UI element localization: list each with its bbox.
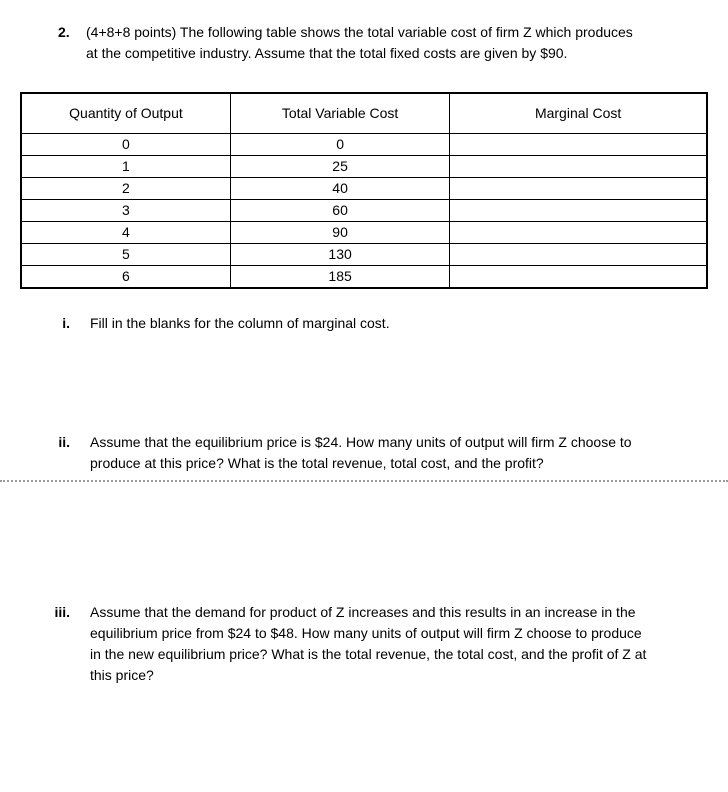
part-ii-text: Assume that the equilibrium price is $24… [90, 432, 650, 474]
cell-quantity: 1 [21, 155, 230, 177]
col-header-quantity: Quantity of Output [21, 93, 230, 133]
part-iii-num: iii. [52, 602, 70, 686]
table-row: 3 60 [21, 199, 707, 221]
table-row: 4 90 [21, 221, 707, 243]
answer-space-ii [20, 474, 708, 586]
cell-quantity: 4 [21, 221, 230, 243]
cell-mc [450, 243, 707, 265]
table-row: 5 130 [21, 243, 707, 265]
part-i: i. Fill in the blanks for the column of … [52, 313, 708, 334]
table-row: 1 25 [21, 155, 707, 177]
part-ii: ii. Assume that the equilibrium price is… [52, 432, 708, 474]
cell-tvc: 0 [230, 133, 449, 155]
part-iii: iii. Assume that the demand for product … [52, 602, 708, 686]
cell-quantity: 0 [21, 133, 230, 155]
cell-quantity: 6 [21, 265, 230, 288]
table-row: 2 40 [21, 177, 707, 199]
col-header-mc: Marginal Cost [450, 93, 707, 133]
cell-mc [450, 221, 707, 243]
question-number: 2. [58, 22, 76, 64]
cell-tvc: 90 [230, 221, 449, 243]
cell-quantity: 2 [21, 177, 230, 199]
table-row: 0 0 [21, 133, 707, 155]
cell-mc [450, 133, 707, 155]
cell-tvc: 130 [230, 243, 449, 265]
part-iii-text: Assume that the demand for product of Z … [90, 602, 650, 686]
part-i-text: Fill in the blanks for the column of mar… [90, 313, 390, 334]
cell-mc [450, 199, 707, 221]
question-header: 2. (4+8+8 points) The following table sh… [58, 22, 708, 64]
table-header-row: Quantity of Output Total Variable Cost M… [21, 93, 707, 133]
table-row: 6 185 [21, 265, 707, 288]
part-i-num: i. [52, 313, 70, 334]
cell-mc [450, 155, 707, 177]
cell-mc [450, 265, 707, 288]
cell-quantity: 3 [21, 199, 230, 221]
page-divider-dotted [0, 480, 728, 482]
cell-tvc: 40 [230, 177, 449, 199]
part-ii-num: ii. [52, 432, 70, 474]
cell-quantity: 5 [21, 243, 230, 265]
answer-space-i [20, 334, 708, 424]
cell-tvc: 185 [230, 265, 449, 288]
cost-table: Quantity of Output Total Variable Cost M… [20, 92, 708, 289]
cell-mc [450, 177, 707, 199]
col-header-tvc: Total Variable Cost [230, 93, 449, 133]
question-text: (4+8+8 points) The following table shows… [86, 22, 646, 64]
cell-tvc: 60 [230, 199, 449, 221]
cell-tvc: 25 [230, 155, 449, 177]
